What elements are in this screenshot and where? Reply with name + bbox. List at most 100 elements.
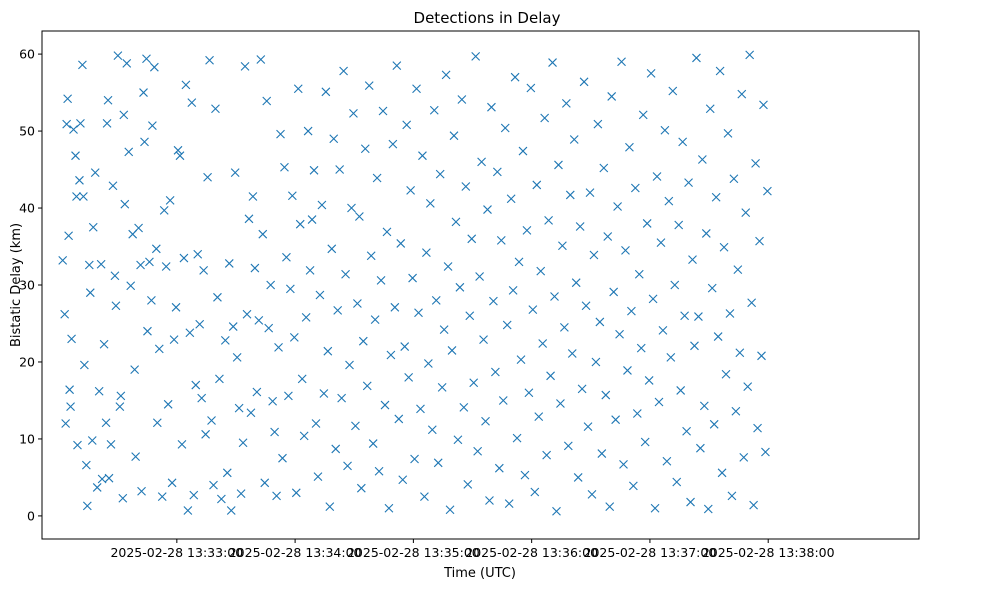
data-point: [264, 323, 274, 333]
data-point: [715, 66, 725, 76]
data-point: [88, 222, 98, 232]
data-point: [157, 492, 167, 502]
data-point: [530, 487, 540, 497]
data-point: [763, 186, 772, 196]
data-point: [72, 192, 81, 201]
data-point: [317, 200, 327, 210]
data-point: [282, 252, 291, 262]
data-point: [216, 494, 226, 504]
data-point: [378, 106, 388, 116]
data-point: [293, 84, 303, 94]
data-point: [215, 374, 224, 384]
data-point: [232, 352, 242, 362]
data-point: [199, 265, 209, 275]
data-point: [323, 346, 333, 356]
data-point: [508, 285, 518, 295]
data-point: [66, 402, 75, 412]
data-point: [599, 163, 609, 173]
data-point: [351, 421, 360, 431]
data-point: [305, 265, 315, 275]
data-point: [78, 60, 87, 70]
data-point: [400, 342, 410, 351]
data-point: [559, 322, 569, 332]
data-point: [272, 491, 281, 501]
data-point: [252, 387, 262, 397]
data-point: [173, 145, 183, 155]
data-point: [126, 281, 136, 291]
data-point: [684, 178, 693, 188]
data-point: [662, 456, 672, 466]
data-point: [630, 183, 640, 193]
data-point: [696, 443, 705, 453]
data-point: [108, 181, 118, 191]
data-point: [463, 479, 473, 489]
data-point: [341, 269, 350, 279]
data-point: [325, 502, 335, 512]
data-point: [213, 292, 222, 302]
data-point: [226, 506, 236, 515]
data-point: [500, 123, 510, 133]
data-point: [759, 100, 768, 110]
data-point: [115, 402, 125, 412]
data-point: [169, 335, 179, 345]
data-point: [185, 328, 195, 338]
data-point: [90, 168, 100, 178]
data-point: [295, 219, 305, 229]
data-point: [571, 278, 581, 288]
data-point: [654, 397, 664, 407]
data-point: [258, 229, 268, 239]
data-point: [110, 271, 120, 281]
data-point: [437, 382, 447, 392]
data-point: [603, 232, 613, 241]
data-point: [431, 296, 441, 305]
data-point: [713, 332, 723, 341]
data-point: [244, 214, 254, 224]
data-point: [504, 499, 514, 508]
data-point: [556, 399, 565, 408]
data-point: [583, 422, 593, 432]
data-point: [697, 155, 707, 164]
data-point: [593, 119, 603, 129]
data-point: [406, 185, 416, 195]
data-point: [299, 431, 309, 441]
data-point: [711, 192, 721, 202]
data-point: [119, 110, 129, 120]
data-point: [179, 253, 189, 263]
data-point: [147, 296, 156, 305]
data-point: [439, 325, 449, 335]
data-point: [356, 483, 366, 493]
chart-title: Detections in Delay: [414, 9, 561, 27]
data-point: [735, 348, 745, 358]
data-point: [692, 53, 701, 63]
data-point: [672, 477, 682, 487]
data-point: [422, 248, 431, 258]
data-point: [392, 61, 402, 71]
data-point: [195, 319, 205, 329]
data-point: [398, 475, 408, 485]
data-point: [353, 299, 362, 308]
data-point: [441, 70, 451, 80]
data-point: [234, 403, 244, 413]
data-point: [435, 169, 445, 179]
data-point: [122, 58, 132, 68]
data-point: [347, 203, 356, 213]
data-point: [471, 52, 481, 61]
data-point: [181, 80, 191, 90]
data-point: [301, 312, 311, 322]
data-point: [609, 287, 619, 297]
data-point: [284, 391, 293, 401]
data-point: [668, 86, 678, 96]
data-point: [412, 84, 421, 94]
data-point: [254, 316, 264, 325]
data-point: [642, 219, 652, 228]
data-point: [396, 239, 406, 248]
data-point: [291, 488, 301, 498]
data-point: [193, 249, 203, 259]
data-point: [670, 280, 680, 290]
data-point: [427, 425, 437, 435]
y-tick-label: 20: [19, 354, 35, 369]
x-tick-label: 2025-02-28 13:35:00: [347, 545, 480, 560]
data-point: [617, 57, 626, 67]
data-point: [319, 389, 329, 398]
